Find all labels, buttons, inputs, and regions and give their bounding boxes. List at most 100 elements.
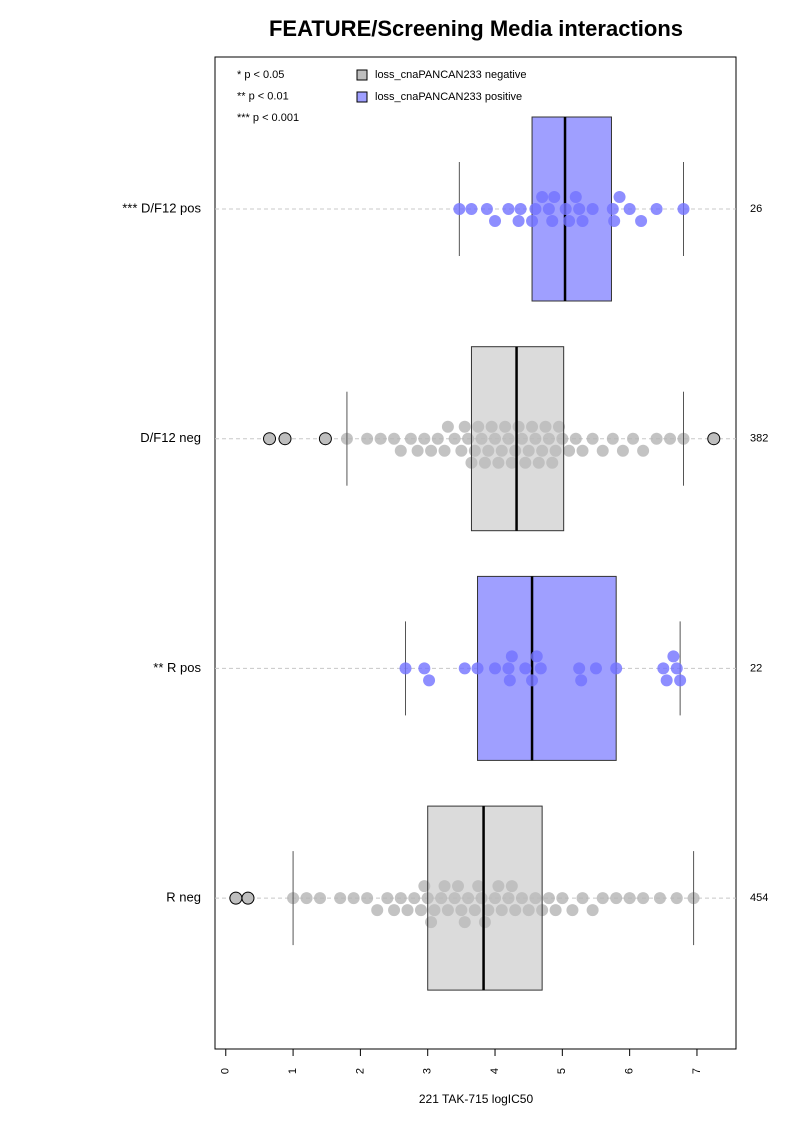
data-point [505, 650, 518, 663]
data-point [575, 674, 588, 687]
data-point [526, 215, 539, 227]
data-point [374, 432, 387, 445]
x-tick-label: 5 [556, 1068, 568, 1074]
data-point [542, 203, 555, 215]
data-point [411, 444, 424, 457]
data-point [401, 904, 414, 917]
count-label: 26 [750, 203, 762, 215]
count-label: 454 [750, 892, 768, 904]
data-point [637, 892, 650, 905]
data-point [455, 444, 468, 457]
y-tick-label: ** R pos [153, 660, 201, 675]
chart-title: FEATURE/Screening Media interactions [269, 16, 683, 41]
x-tick-label: 0 [220, 1068, 232, 1074]
data-point [361, 432, 374, 445]
data-point [404, 432, 417, 445]
data-point [471, 662, 484, 675]
data-point [650, 203, 663, 215]
legend-label: loss_cnaPANCAN233 negative [375, 69, 526, 81]
annotation: ** p < 0.01 [237, 90, 289, 102]
data-point [670, 892, 683, 905]
data-point [548, 191, 561, 203]
data-point [586, 432, 599, 445]
data-point [596, 444, 609, 457]
data-point [576, 444, 589, 457]
data-point [502, 203, 515, 215]
data-point [425, 444, 438, 457]
data-point [616, 444, 629, 457]
data-point [606, 203, 619, 215]
data-point [519, 662, 532, 675]
y-tick-label: R neg [166, 890, 201, 905]
data-point [361, 892, 374, 905]
data-point [627, 432, 640, 445]
data-point [613, 191, 626, 203]
outlier [263, 432, 277, 446]
legend-label: loss_cnaPANCAN233 positive [375, 91, 522, 103]
data-point [677, 203, 690, 215]
data-point [608, 215, 621, 227]
data-point [653, 892, 666, 905]
data-point [503, 674, 516, 687]
data-point [394, 444, 407, 457]
x-tick-label: 1 [287, 1068, 299, 1074]
x-tick-label: 4 [489, 1068, 501, 1074]
data-point [576, 215, 589, 227]
data-point [418, 432, 431, 445]
data-point [489, 662, 502, 675]
data-point [399, 662, 412, 675]
data-point [536, 191, 549, 203]
data-point [559, 203, 572, 215]
data-point [414, 904, 427, 917]
annotation: *** p < 0.001 [237, 112, 299, 124]
data-point [674, 674, 687, 687]
legend-swatch [356, 69, 368, 81]
data-point [371, 904, 384, 917]
data-point [530, 650, 543, 663]
data-point [347, 892, 360, 905]
outlier [241, 891, 255, 905]
data-point [448, 432, 461, 445]
y-tick-label: *** D/F12 pos [122, 200, 201, 215]
data-point [650, 432, 663, 445]
data-point [556, 892, 569, 905]
outlier [229, 891, 243, 905]
data-point [610, 662, 623, 675]
data-point [300, 892, 313, 905]
data-point [534, 662, 547, 675]
data-point [610, 892, 623, 905]
data-point [542, 892, 555, 905]
data-point [586, 904, 599, 917]
x-tick-label: 7 [691, 1068, 703, 1074]
data-point [514, 203, 527, 215]
data-point [529, 203, 542, 215]
annotation: * p < 0.05 [237, 69, 284, 81]
data-point [441, 420, 454, 433]
y-tick-label: D/F12 neg [140, 430, 201, 445]
data-point [573, 203, 586, 215]
data-point [453, 203, 466, 215]
outlier [707, 432, 721, 446]
data-point [566, 904, 579, 917]
data-point [431, 432, 444, 445]
count-label: 382 [750, 433, 768, 445]
data-point [596, 892, 609, 905]
data-point [458, 662, 471, 675]
data-point [606, 432, 619, 445]
data-point [563, 444, 576, 457]
data-point [576, 892, 589, 905]
data-point [670, 662, 683, 675]
data-point [664, 432, 677, 445]
legend-swatch [356, 91, 368, 103]
data-point [314, 892, 327, 905]
data-point [586, 203, 599, 215]
data-point [418, 662, 431, 675]
data-point [623, 892, 636, 905]
data-point [660, 674, 673, 687]
data-point [502, 662, 515, 675]
outlier [278, 432, 292, 446]
count-label: 22 [750, 662, 762, 674]
data-point [458, 420, 471, 433]
data-point [394, 892, 407, 905]
